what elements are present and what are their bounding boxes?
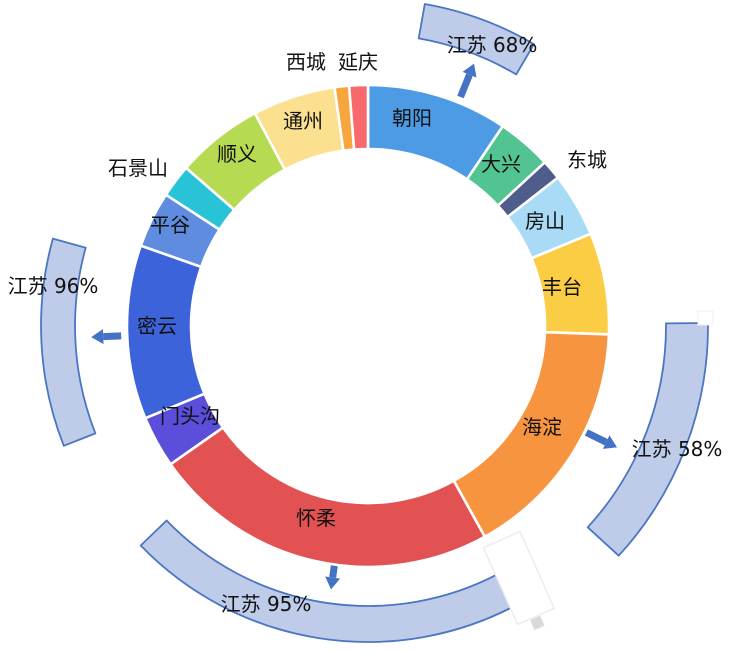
ring-segment-label-huairou: 怀柔 — [296, 506, 336, 530]
arrow-icon-jiangsu-96[interactable] — [91, 329, 122, 345]
ring-segment-label-daxing: 大兴 — [481, 152, 521, 176]
textbox-handle[interactable] — [530, 615, 545, 631]
ring-segment-label-chaoyang: 朝阳 — [392, 106, 432, 130]
callout-arc-jiangsu-95[interactable] — [139, 519, 518, 643]
ring-segment-label-yanqing: 延庆 — [338, 50, 378, 74]
arrow-head — [462, 63, 477, 78]
callout-arcs — [40, 3, 709, 643]
ring-segment-label-pinggu: 平谷 — [150, 213, 190, 237]
callout-label-jiangsu-68: 江苏 68% — [447, 33, 538, 57]
callout-arrows — [91, 63, 617, 590]
arrow-head — [325, 576, 341, 590]
arrow-head — [91, 329, 104, 345]
white-square-artifact — [697, 310, 714, 326]
arrow-shaft — [103, 332, 122, 341]
ring-segment-label-tongzhou: 通州 — [283, 109, 323, 133]
arrow-icon-jiangsu-58[interactable] — [584, 429, 617, 449]
callout-arc-jiangsu-68[interactable] — [417, 3, 535, 76]
arrow-icon-jiangsu-95[interactable] — [325, 562, 341, 590]
arrow-shaft — [457, 73, 473, 99]
ring-segment-label-haidian: 海淀 — [522, 415, 562, 439]
arrow-icon-jiangsu-68[interactable] — [457, 63, 477, 99]
ring-segment-label-mentougou: 门头沟 — [160, 404, 220, 428]
empty-textbox-artifact[interactable] — [482, 530, 559, 635]
ring-segment-label-xicheng: 西城 — [286, 50, 326, 74]
callout-label-jiangsu-58: 江苏 58% — [632, 437, 723, 461]
ring-segment-yanqing[interactable] — [347, 83, 370, 151]
ring-segment-huairou[interactable] — [169, 426, 487, 569]
ring-segment-label-fengtai: 丰台 — [542, 275, 582, 299]
ring-segment-label-shunyi: 顺义 — [217, 142, 257, 166]
donut-ring — [125, 83, 611, 569]
arrow-shaft — [584, 429, 608, 446]
callout-label-jiangsu-95: 江苏 95% — [221, 592, 312, 616]
ring-segment-label-shijingshan: 石景山 — [108, 156, 168, 180]
ring-segment-label-miyun: 密云 — [137, 314, 177, 338]
ring-segment-label-dongcheng: 东城 — [567, 148, 607, 172]
empty-textbox-body[interactable] — [482, 530, 556, 626]
ring-segment-label-fangshan: 房山 — [525, 209, 565, 233]
callout-arc-jiangsu-58[interactable] — [586, 322, 709, 557]
callout-arc-jiangsu-96[interactable] — [40, 237, 97, 447]
callout-label-jiangsu-96: 江苏 96% — [8, 274, 99, 298]
arrow-head — [602, 435, 617, 449]
